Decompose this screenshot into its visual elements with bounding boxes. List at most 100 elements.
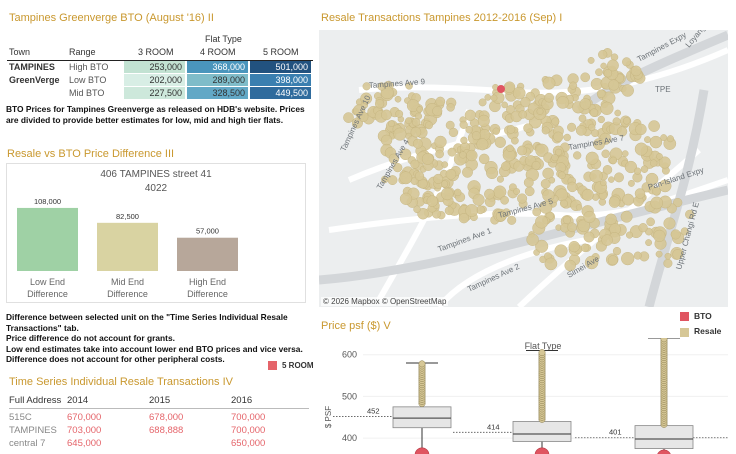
ts-value[interactable]: 645,000 <box>67 438 102 449</box>
resale-dot <box>360 92 373 105</box>
resale-dot <box>564 259 576 272</box>
cell-mid-3room[interactable]: 227,500 <box>124 87 185 99</box>
difference-bar-chart: 108,000 Low End Difference 82,500 Mid End Dif… <box>17 197 238 299</box>
resale-dot <box>476 138 489 151</box>
resale-dot <box>622 117 631 125</box>
note-line: Difference does not account for other pe… <box>6 354 225 364</box>
resale-dot <box>645 239 653 247</box>
resale-dot <box>542 167 554 180</box>
resale-dot <box>562 215 572 225</box>
address-line[interactable]: TAMPINES <box>9 425 57 436</box>
legend-item-resale[interactable]: Resale <box>680 326 721 337</box>
reference-label: 401 <box>609 428 622 437</box>
resale-dot <box>507 215 517 225</box>
cell-high-3room[interactable]: 253,000 <box>124 61 185 73</box>
col-2014: 2014 <box>67 395 89 406</box>
resale-dot <box>600 62 607 70</box>
resale-dot <box>501 161 511 171</box>
bar <box>97 222 158 271</box>
resale-dot <box>406 99 420 112</box>
reference-label: 414 <box>487 422 500 431</box>
cell-high-4room[interactable]: 368,000 <box>187 61 248 73</box>
town-line2: GreenVerge <box>9 75 60 85</box>
resale-dot <box>646 217 655 227</box>
resale-dot <box>664 252 672 260</box>
resale-dot <box>440 180 449 188</box>
cell-low-4room[interactable]: 289,000 <box>187 74 248 86</box>
resale-dot <box>441 187 454 201</box>
cell-low-5room[interactable]: 398,000 <box>250 74 311 86</box>
y-tick-label: 600 <box>342 350 357 360</box>
resale-dot <box>447 147 457 157</box>
legend-label: BTO <box>694 311 712 321</box>
ts-legend[interactable]: 5 ROOM <box>268 361 314 371</box>
difference-card: 406 TAMPINES street 41 4022 108,000 Low E… <box>6 163 306 303</box>
ts-value[interactable]: 678,000 <box>149 412 184 423</box>
resale-dot <box>506 144 514 153</box>
resale-dot <box>426 195 439 207</box>
cell-low-3room[interactable]: 202,000 <box>124 74 185 86</box>
resale-dot <box>494 136 506 148</box>
resale-diff-title: Resale vs BTO Price Difference III <box>7 148 175 160</box>
cell-mid-5room[interactable]: 449,500 <box>250 87 311 99</box>
transaction-dots[interactable] <box>343 48 695 272</box>
map-label: TPE <box>655 85 671 94</box>
col-full-address: Full Address <box>9 395 62 406</box>
range-mid: Mid BTO <box>69 88 105 98</box>
resale-dot <box>416 106 423 113</box>
ts-value[interactable]: 650,000 <box>231 438 266 449</box>
resale-dot <box>490 94 498 102</box>
psf-legend[interactable]: BTO Resale <box>680 311 721 342</box>
resale-dot <box>446 103 455 112</box>
resale-dot <box>578 114 587 123</box>
ts-value[interactable]: 703,000 <box>67 425 102 436</box>
resale-map[interactable]: Tampines Ave 9 Tampines Ave 10 Tampines … <box>319 30 728 307</box>
map-canvas[interactable]: Tampines Ave 9 Tampines Ave 10 Tampines … <box>319 30 728 307</box>
resale-dot <box>441 161 449 168</box>
col-3room: 3 ROOM <box>138 47 174 57</box>
resale-dot <box>612 117 621 126</box>
resale-dot <box>435 96 446 107</box>
resale-dot <box>492 127 500 135</box>
resale-dot <box>536 107 544 115</box>
x-axis-title: Flat Type <box>525 341 562 351</box>
col-5room: 5 ROOM <box>263 47 299 57</box>
ts-value[interactable]: 700,000 <box>231 412 266 423</box>
road <box>328 177 728 233</box>
ts-value[interactable]: 700,000 <box>231 425 266 436</box>
resale-dot <box>495 210 507 222</box>
note-line: Difference between selected unit on the … <box>6 312 288 333</box>
col-2016: 2016 <box>231 395 253 406</box>
box <box>634 425 694 449</box>
resale-dot <box>608 196 621 208</box>
ts-value[interactable]: 670,000 <box>67 412 102 423</box>
resale-dot <box>517 145 527 156</box>
range-high: High BTO <box>69 62 109 72</box>
resale-dot <box>567 222 577 233</box>
cell-high-5room[interactable]: 501,000 <box>250 61 311 73</box>
resale-dot <box>556 96 570 109</box>
map-title: Resale Transactions Tampines 2012-2016 (… <box>321 12 563 24</box>
resale-dot <box>421 152 434 165</box>
resale-dot <box>459 120 468 129</box>
cell-mid-4room[interactable]: 328,500 <box>187 87 248 99</box>
ts-title: Time Series Individual Resale Transactio… <box>9 376 233 388</box>
resale-dot <box>535 143 549 157</box>
category-label: Low End <box>30 277 65 287</box>
resale-dot <box>605 213 617 226</box>
resale-dot <box>520 97 531 108</box>
resale-dot <box>600 101 614 115</box>
resale-dot <box>448 127 459 138</box>
address-line[interactable]: central 7 <box>9 438 46 449</box>
legend-5room: 5 ROOM <box>282 361 314 370</box>
resale-dot <box>343 112 354 123</box>
psf-title: Price psf ($) V <box>321 320 391 332</box>
ts-value[interactable]: 688,888 <box>149 425 184 436</box>
bto-site-marker[interactable] <box>497 85 505 93</box>
resale-dot <box>658 179 672 193</box>
resale-dot <box>432 209 441 219</box>
address-line[interactable]: 515C <box>9 412 32 423</box>
bar-value-label: 57,000 <box>196 227 219 236</box>
legend-item-bto[interactable]: BTO <box>680 311 721 322</box>
map-attribution[interactable]: © 2026 Mapbox © OpenStreetMap <box>321 297 449 306</box>
